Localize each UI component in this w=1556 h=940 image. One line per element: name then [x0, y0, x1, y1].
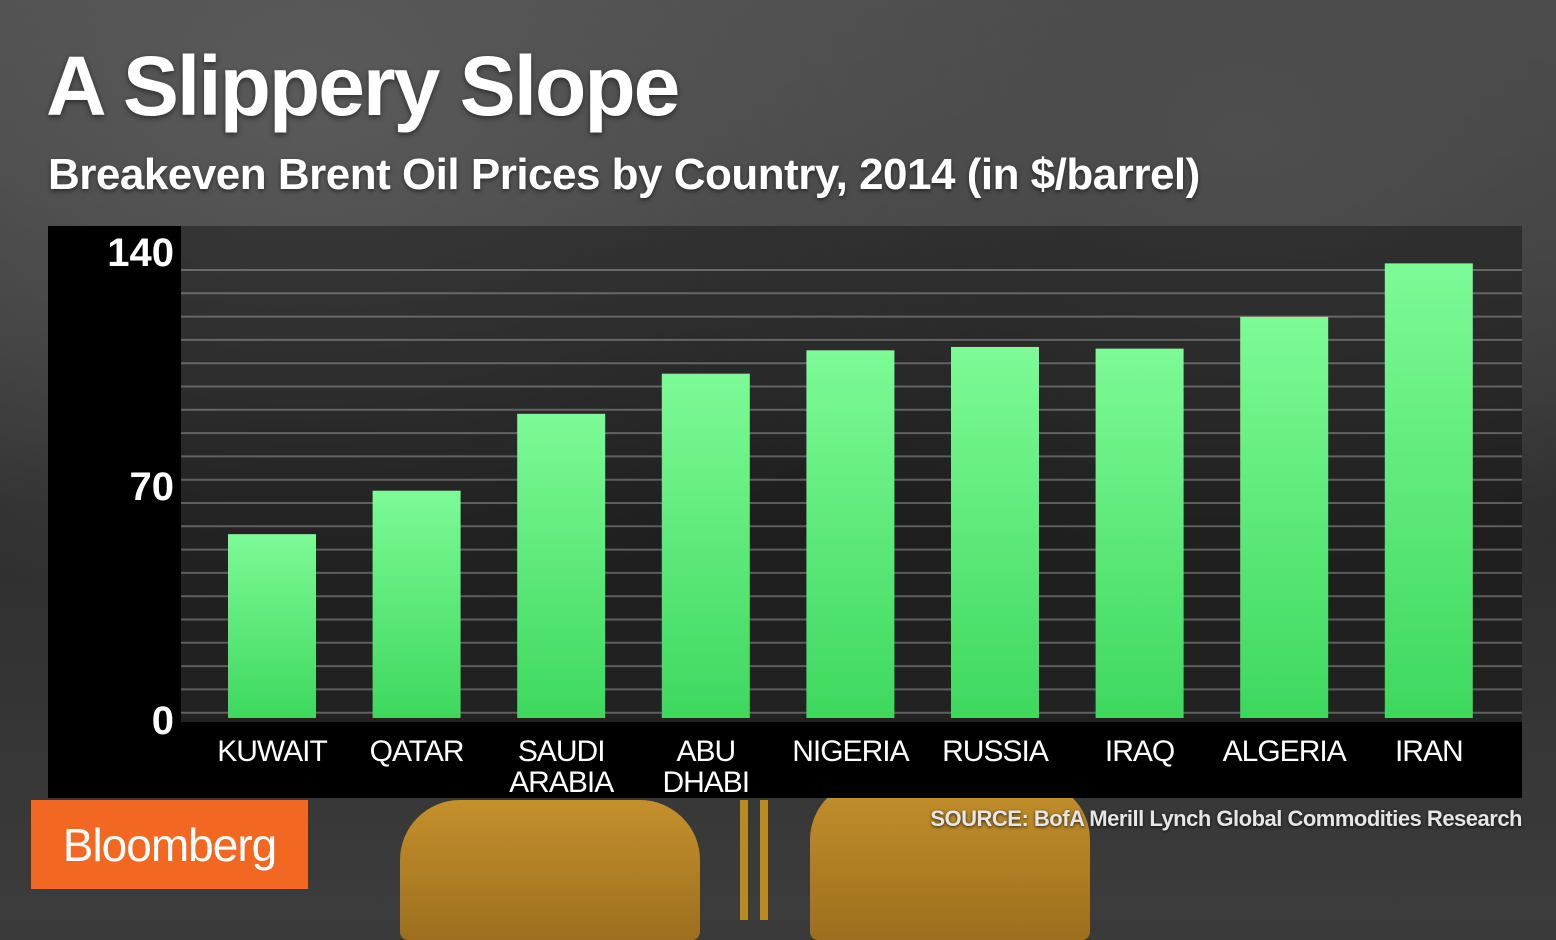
chart-panel-bottom: [181, 722, 1522, 798]
bloomberg-logo: Bloomberg: [31, 800, 308, 889]
chart-title: A Slippery Slope: [46, 39, 680, 133]
y-axis: 0 70 140: [107, 231, 174, 743]
x-tick-label: RUSSIA: [942, 735, 1049, 768]
x-tick-label: IRAN: [1395, 735, 1463, 768]
bar: [1095, 348, 1184, 718]
y-tick-label: 140: [107, 231, 174, 275]
chart-panel-left: [48, 226, 181, 798]
logo-text: Bloomberg: [62, 818, 277, 871]
taxi-left: [400, 800, 700, 940]
bar: [517, 413, 606, 718]
source-note: SOURCE: BofA Merill Lynch Global Commodi…: [930, 806, 1522, 831]
taxi-right: [810, 780, 1090, 940]
bars-group: [228, 263, 1473, 718]
y-tick-label: 0: [152, 699, 174, 743]
x-tick-label: DHABI: [662, 766, 749, 799]
bar: [806, 350, 895, 718]
bar: [951, 346, 1039, 718]
x-tick-label: KUWAIT: [217, 735, 327, 768]
x-tick-label: QATAR: [370, 735, 464, 768]
bar: [228, 534, 316, 718]
chart-subtitle: Breakeven Brent Oil Prices by Country, 2…: [48, 150, 1200, 199]
bar: [1384, 263, 1473, 718]
bar: [372, 490, 461, 718]
x-tick-label: ALGERIA: [1223, 735, 1347, 768]
x-tick-label: SAUDI: [518, 735, 605, 768]
bar: [661, 373, 750, 718]
y-tick-label: 70: [130, 465, 175, 509]
x-tick-label: NIGERIA: [792, 735, 909, 768]
x-tick-label: ABU: [676, 735, 735, 768]
x-tick-label: ARABIA: [509, 766, 614, 799]
x-tick-label: IRAQ: [1105, 735, 1174, 768]
lane-line: [760, 800, 768, 920]
bar: [1240, 316, 1329, 718]
lane-line: [740, 800, 748, 920]
